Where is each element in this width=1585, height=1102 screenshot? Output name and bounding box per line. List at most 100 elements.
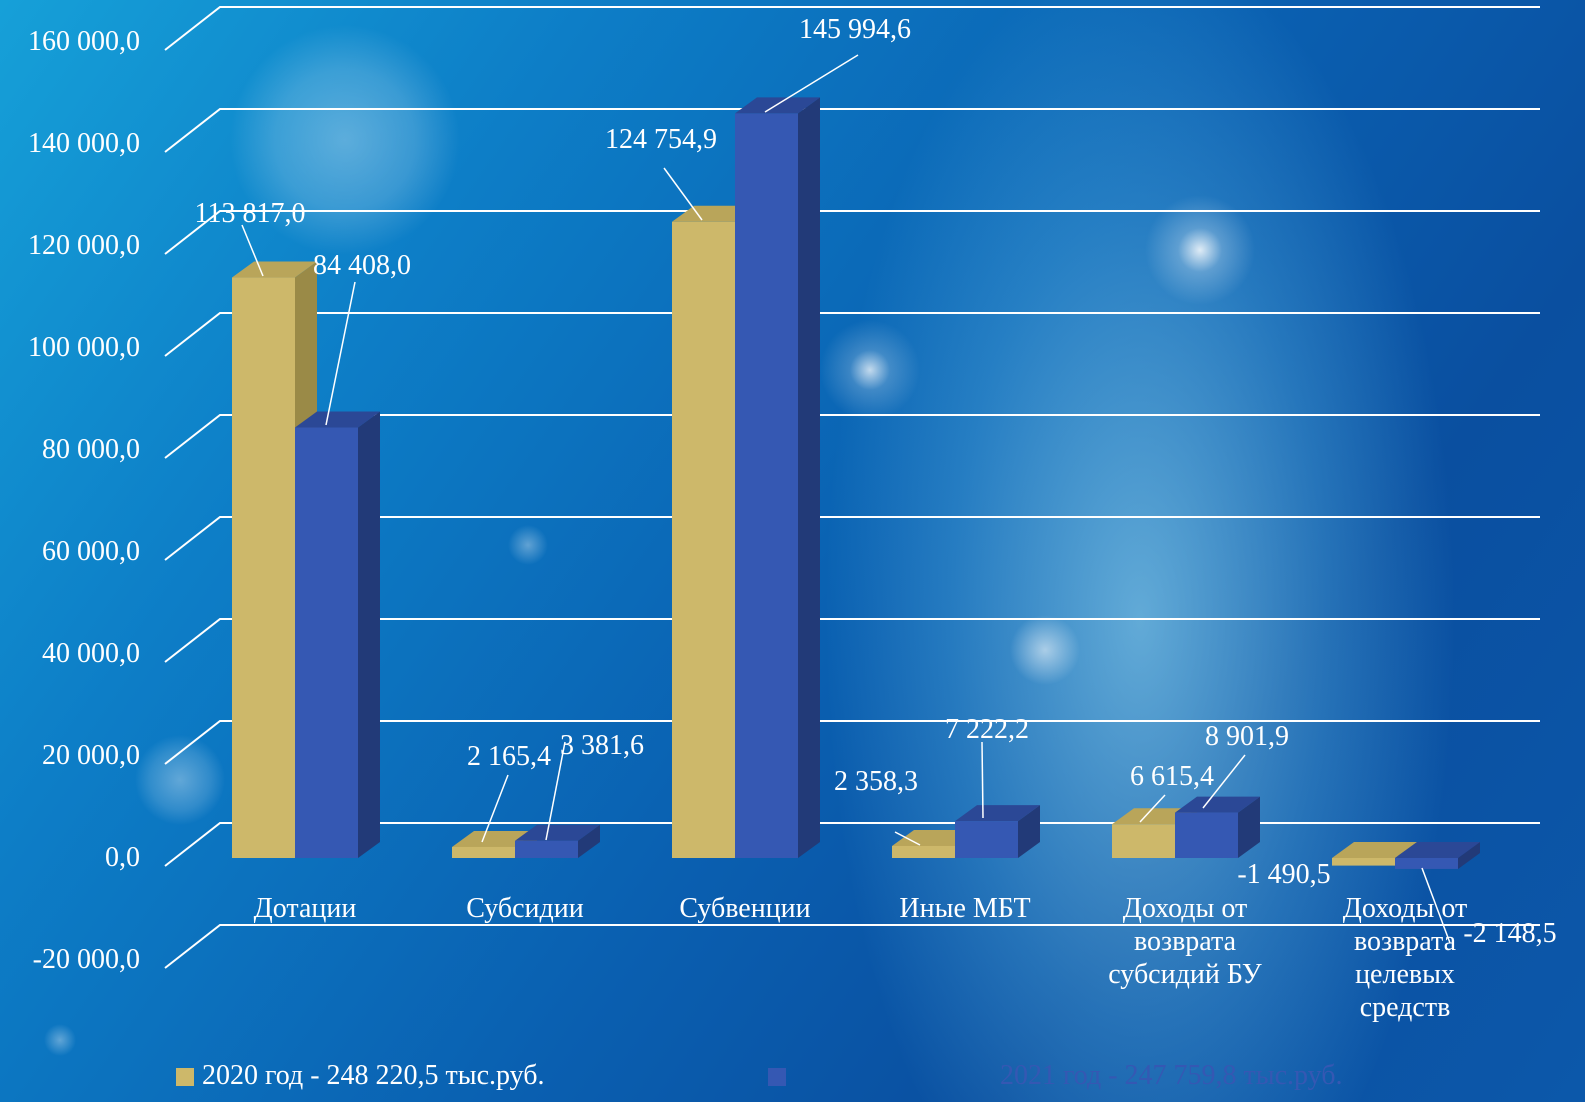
gridlines	[164, 6, 1540, 969]
category-label-line: возврата	[1354, 926, 1457, 957]
bar-2021	[515, 824, 600, 858]
leader-line	[481, 774, 509, 843]
data-label-2021: -2 148,5	[1463, 918, 1556, 949]
category-label-line: средств	[1360, 992, 1451, 1023]
y-tick-label: 80 000,0	[42, 434, 140, 465]
gridline	[164, 924, 1540, 969]
bar-2021	[1395, 842, 1480, 869]
bar-2021-side	[358, 411, 380, 858]
y-tick-label: 40 000,0	[42, 638, 140, 669]
y-tick-label: 0,0	[105, 842, 140, 873]
bar-2021-top	[1395, 842, 1480, 858]
bars	[232, 97, 1480, 869]
category-label: Дотации	[254, 893, 357, 924]
gridline	[164, 414, 1540, 459]
leader-line	[663, 167, 703, 221]
data-label-leaders	[241, 54, 1451, 944]
leader-line	[981, 741, 984, 819]
gridline	[164, 516, 1540, 561]
y-axis-tick-labels: -20 000,0 0,0 20 000,0 40 000,0 60 000,0 80 0…	[28, 26, 140, 975]
bar-2020-front	[1332, 858, 1395, 866]
category-label-line: субсидий БУ	[1108, 959, 1262, 990]
leader-line	[241, 224, 264, 277]
data-label-2021: 7 222,2	[945, 714, 1029, 745]
gridline	[164, 720, 1540, 765]
bar-2020-front	[892, 845, 955, 858]
bar-2021	[295, 411, 380, 858]
category-label-line: Субвенции	[679, 893, 810, 924]
gridline	[164, 312, 1540, 357]
category-label-line: Доходы от	[1123, 893, 1247, 924]
category-label-line: целевых	[1355, 959, 1455, 990]
data-labels: 113 817,084 408,0 2 165,4 3 381,6 124 754,9…	[195, 14, 1557, 949]
data-label-2020: 6 615,4	[1130, 761, 1214, 792]
bar-2020-top	[232, 261, 317, 278]
bar-2021-top	[735, 97, 820, 114]
y-tick-label: 140 000,0	[28, 128, 140, 159]
bar-2021	[735, 97, 820, 858]
bar-2020-front	[232, 277, 295, 858]
legend-label-2021: 2021 год - 247 759,8 тыс.руб.	[1000, 1060, 1343, 1091]
y-tick-label: 160 000,0	[28, 26, 140, 57]
bar-2020-front	[452, 846, 515, 858]
legend-swatch-2021	[768, 1068, 786, 1086]
gridline	[164, 822, 1540, 867]
data-label-2021: 3 381,6	[560, 730, 644, 761]
leader-line	[894, 831, 921, 846]
category-label-line: Дотации	[254, 893, 357, 924]
category-label: Субсидии	[466, 893, 583, 924]
data-label-2020: 2 165,4	[467, 741, 551, 772]
x-axis-category-labels: Дотации Субсидии Субвенции Иные МБТ Доходы о…	[254, 893, 1468, 1023]
y-tick-label: 20 000,0	[42, 740, 140, 771]
data-label-2020: -1 490,5	[1237, 859, 1330, 890]
data-label-2020: 113 817,0	[195, 198, 306, 229]
category-label: Доходы от возврата целевых средств	[1343, 893, 1467, 1023]
bar-2021-front	[955, 821, 1018, 858]
bar-2021-front	[1395, 858, 1458, 869]
bar-2021-side	[1458, 842, 1480, 869]
gridline	[164, 210, 1540, 255]
bar-2021	[1175, 796, 1260, 858]
data-label-2021: 84 408,0	[313, 250, 411, 281]
leader-line	[1139, 794, 1166, 823]
legend-label-2020: 2020 год - 248 220,5 тыс.руб.	[202, 1060, 545, 1091]
bar-2021-top	[295, 411, 380, 428]
bar-2021	[955, 805, 1040, 858]
legend-swatch-2020	[176, 1068, 194, 1086]
leader-line	[545, 741, 566, 841]
category-label: Доходы от возврата субсидий БУ	[1108, 893, 1262, 990]
bar-2021-side	[578, 824, 600, 858]
leader-line	[1202, 754, 1246, 809]
data-label-2021: 145 994,6	[799, 14, 911, 45]
bar-2021-front	[295, 427, 358, 858]
bar-2021-side	[1238, 796, 1260, 858]
category-label: Иные МБТ	[899, 893, 1030, 924]
leader-line	[325, 281, 356, 426]
data-label-2020: 124 754,9	[605, 124, 717, 155]
y-tick-label: -20 000,0	[33, 944, 140, 975]
bar-2021-side	[798, 97, 820, 858]
leader-line	[764, 54, 859, 113]
gridline	[164, 6, 1540, 51]
bar-2021-front	[515, 840, 578, 858]
gridline	[164, 108, 1540, 153]
y-tick-label: 100 000,0	[28, 332, 140, 363]
bar-2021-top	[1175, 796, 1260, 813]
gridline	[164, 618, 1540, 663]
bar-2021-front	[1175, 812, 1238, 858]
legend: 2020 год - 248 220,5 тыс.руб. 2021 год -…	[176, 1060, 1343, 1091]
category-label-line: Субсидии	[466, 893, 583, 924]
bar-2021-top	[955, 805, 1040, 822]
bar-2020-front	[672, 221, 735, 859]
leader-line	[1421, 867, 1451, 944]
bar-2020-front	[1112, 824, 1175, 858]
category-label-line: Доходы от	[1343, 893, 1467, 924]
bar-2021-front	[735, 113, 798, 858]
data-label-2021: 8 901,9	[1205, 721, 1289, 752]
category-label-line: Иные МБТ	[899, 893, 1030, 924]
bar-2021-side	[1018, 805, 1040, 858]
category-label: Субвенции	[679, 893, 810, 924]
data-label-2020: 2 358,3	[834, 766, 918, 797]
y-tick-label: 60 000,0	[42, 536, 140, 567]
